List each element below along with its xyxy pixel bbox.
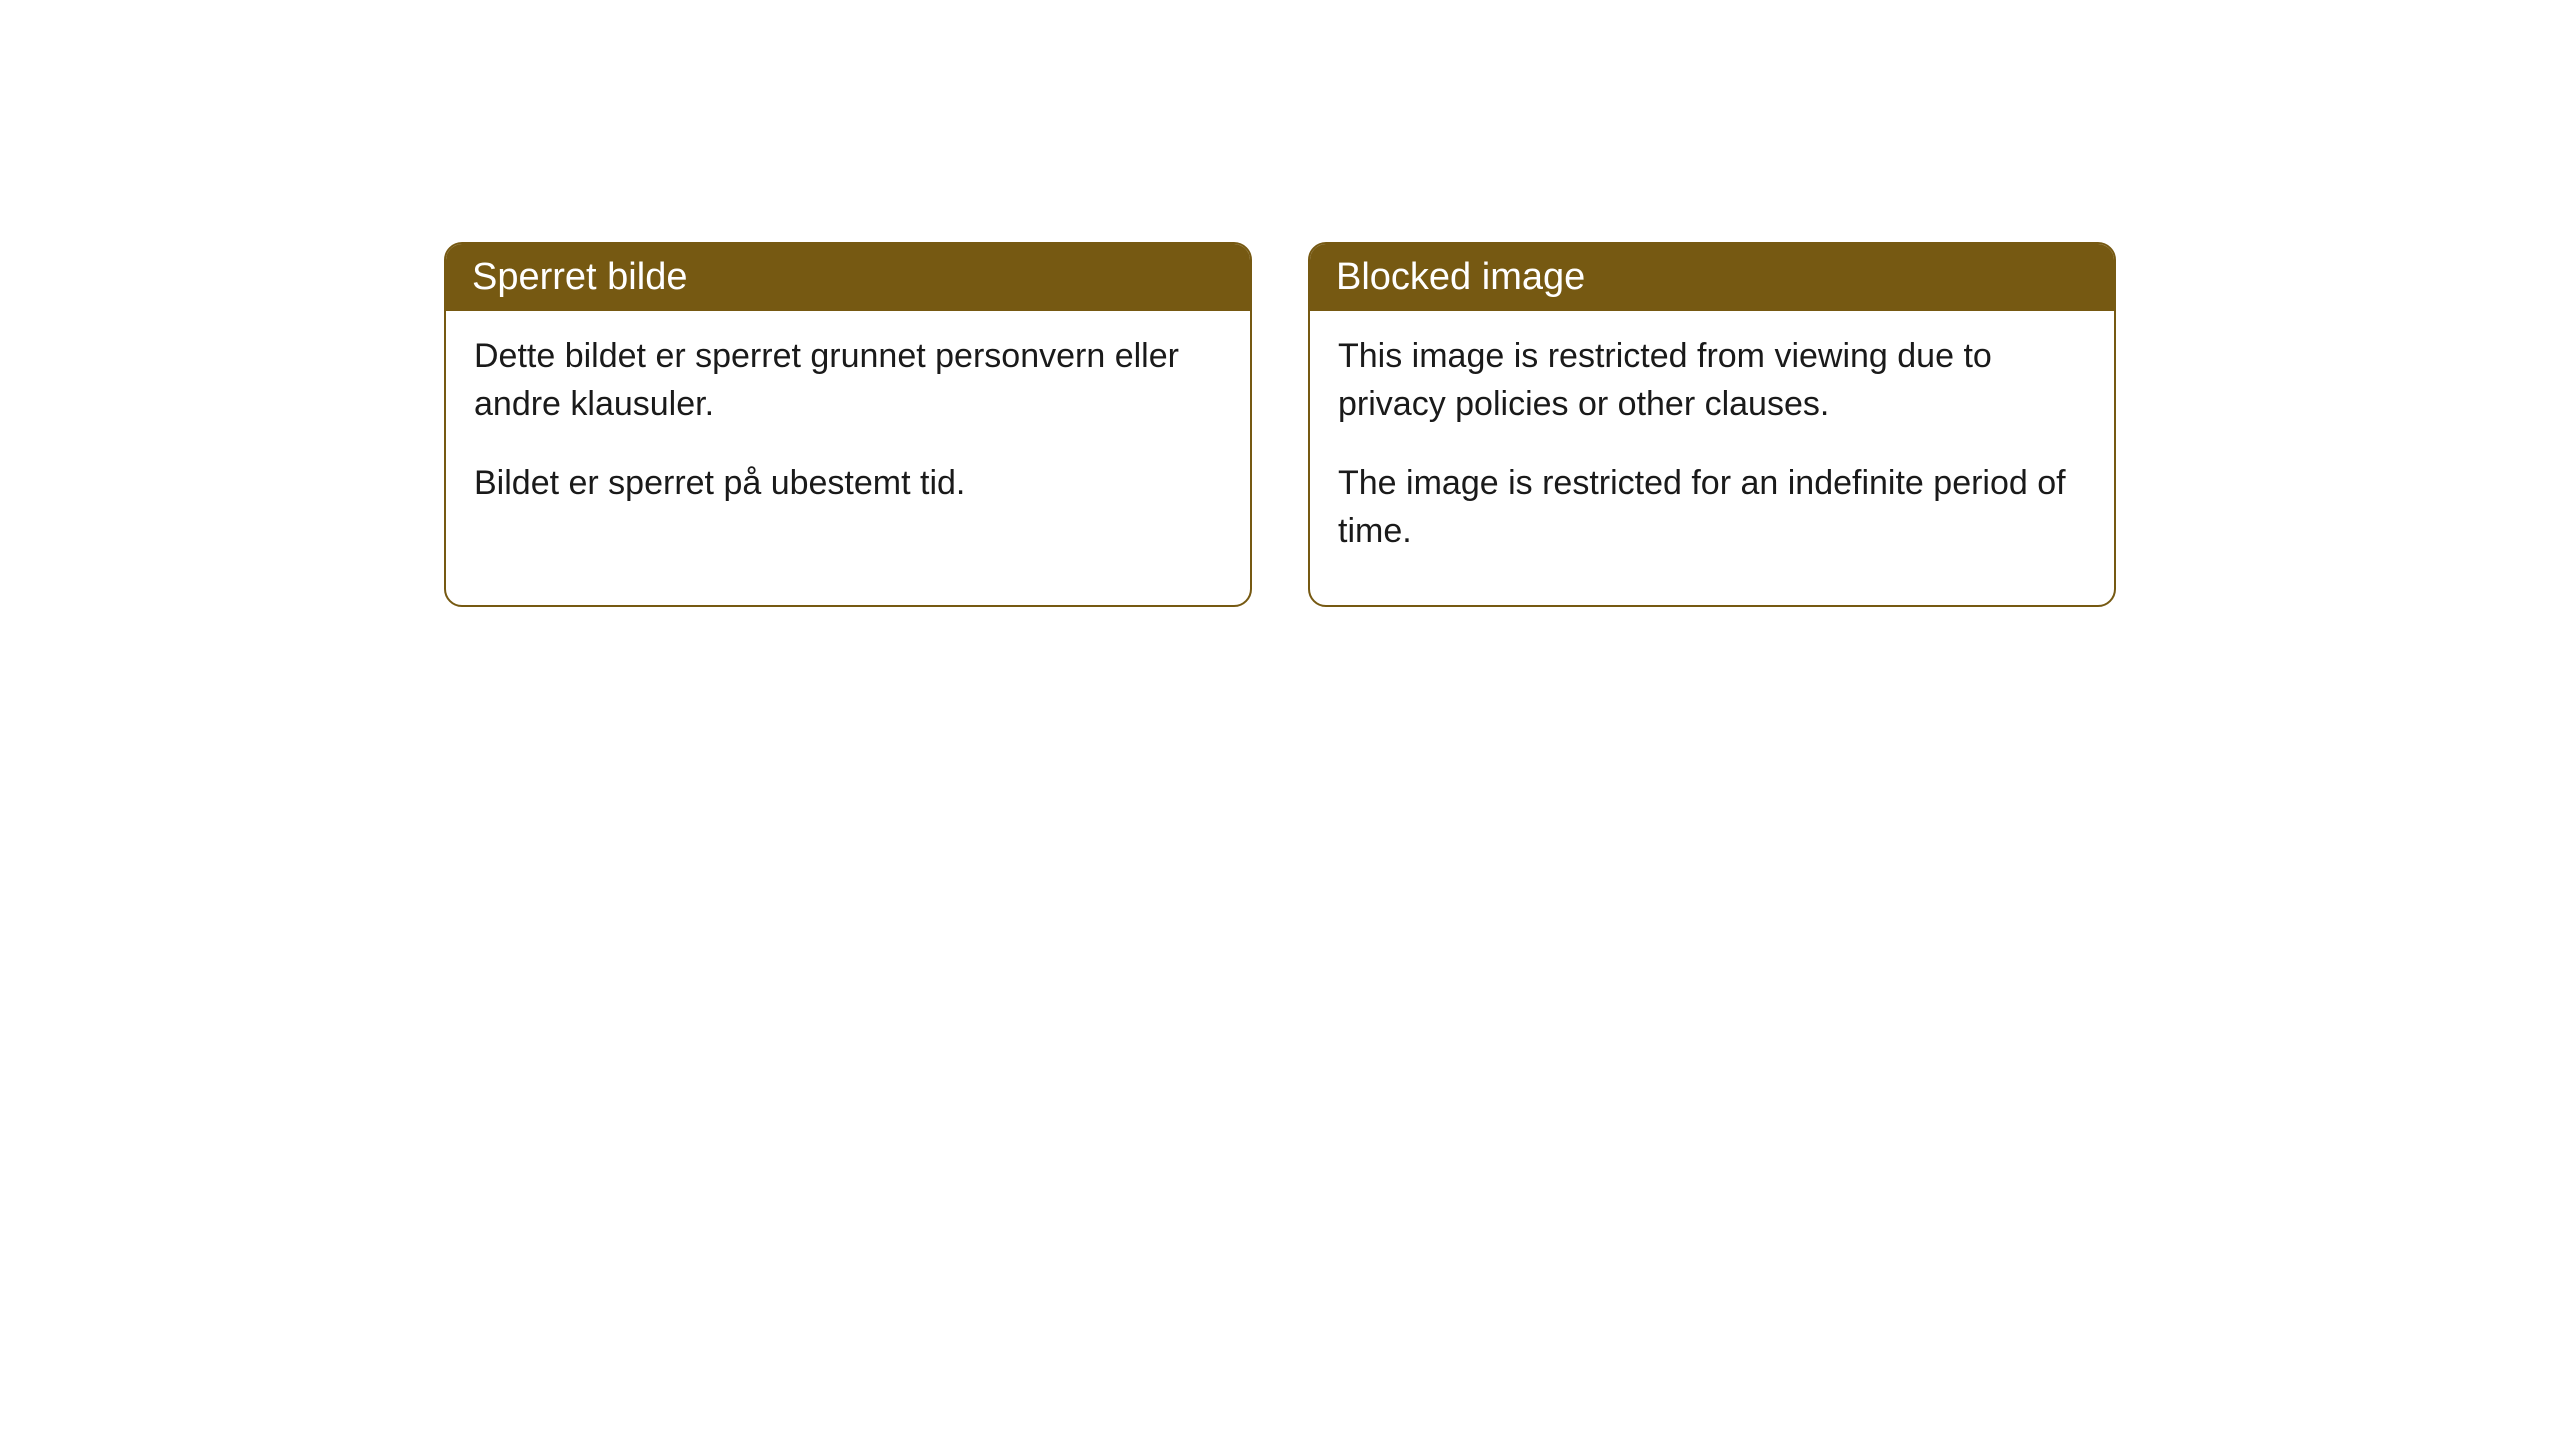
notice-paragraph: Dette bildet er sperret grunnet personve… [474, 333, 1222, 428]
notice-container: Sperret bilde Dette bildet er sperret gr… [0, 0, 2560, 607]
notice-header-norwegian: Sperret bilde [446, 244, 1250, 311]
notice-paragraph: Bildet er sperret på ubestemt tid. [474, 460, 1222, 508]
notice-card-norwegian: Sperret bilde Dette bildet er sperret gr… [444, 242, 1252, 607]
notice-header-english: Blocked image [1310, 244, 2114, 311]
notice-body-norwegian: Dette bildet er sperret grunnet personve… [446, 311, 1250, 558]
notice-paragraph: The image is restricted for an indefinit… [1338, 460, 2086, 555]
notice-card-english: Blocked image This image is restricted f… [1308, 242, 2116, 607]
notice-header-text: Blocked image [1336, 256, 1585, 298]
notice-paragraph: This image is restricted from viewing du… [1338, 333, 2086, 428]
notice-header-text: Sperret bilde [472, 256, 687, 298]
notice-body-english: This image is restricted from viewing du… [1310, 311, 2114, 605]
